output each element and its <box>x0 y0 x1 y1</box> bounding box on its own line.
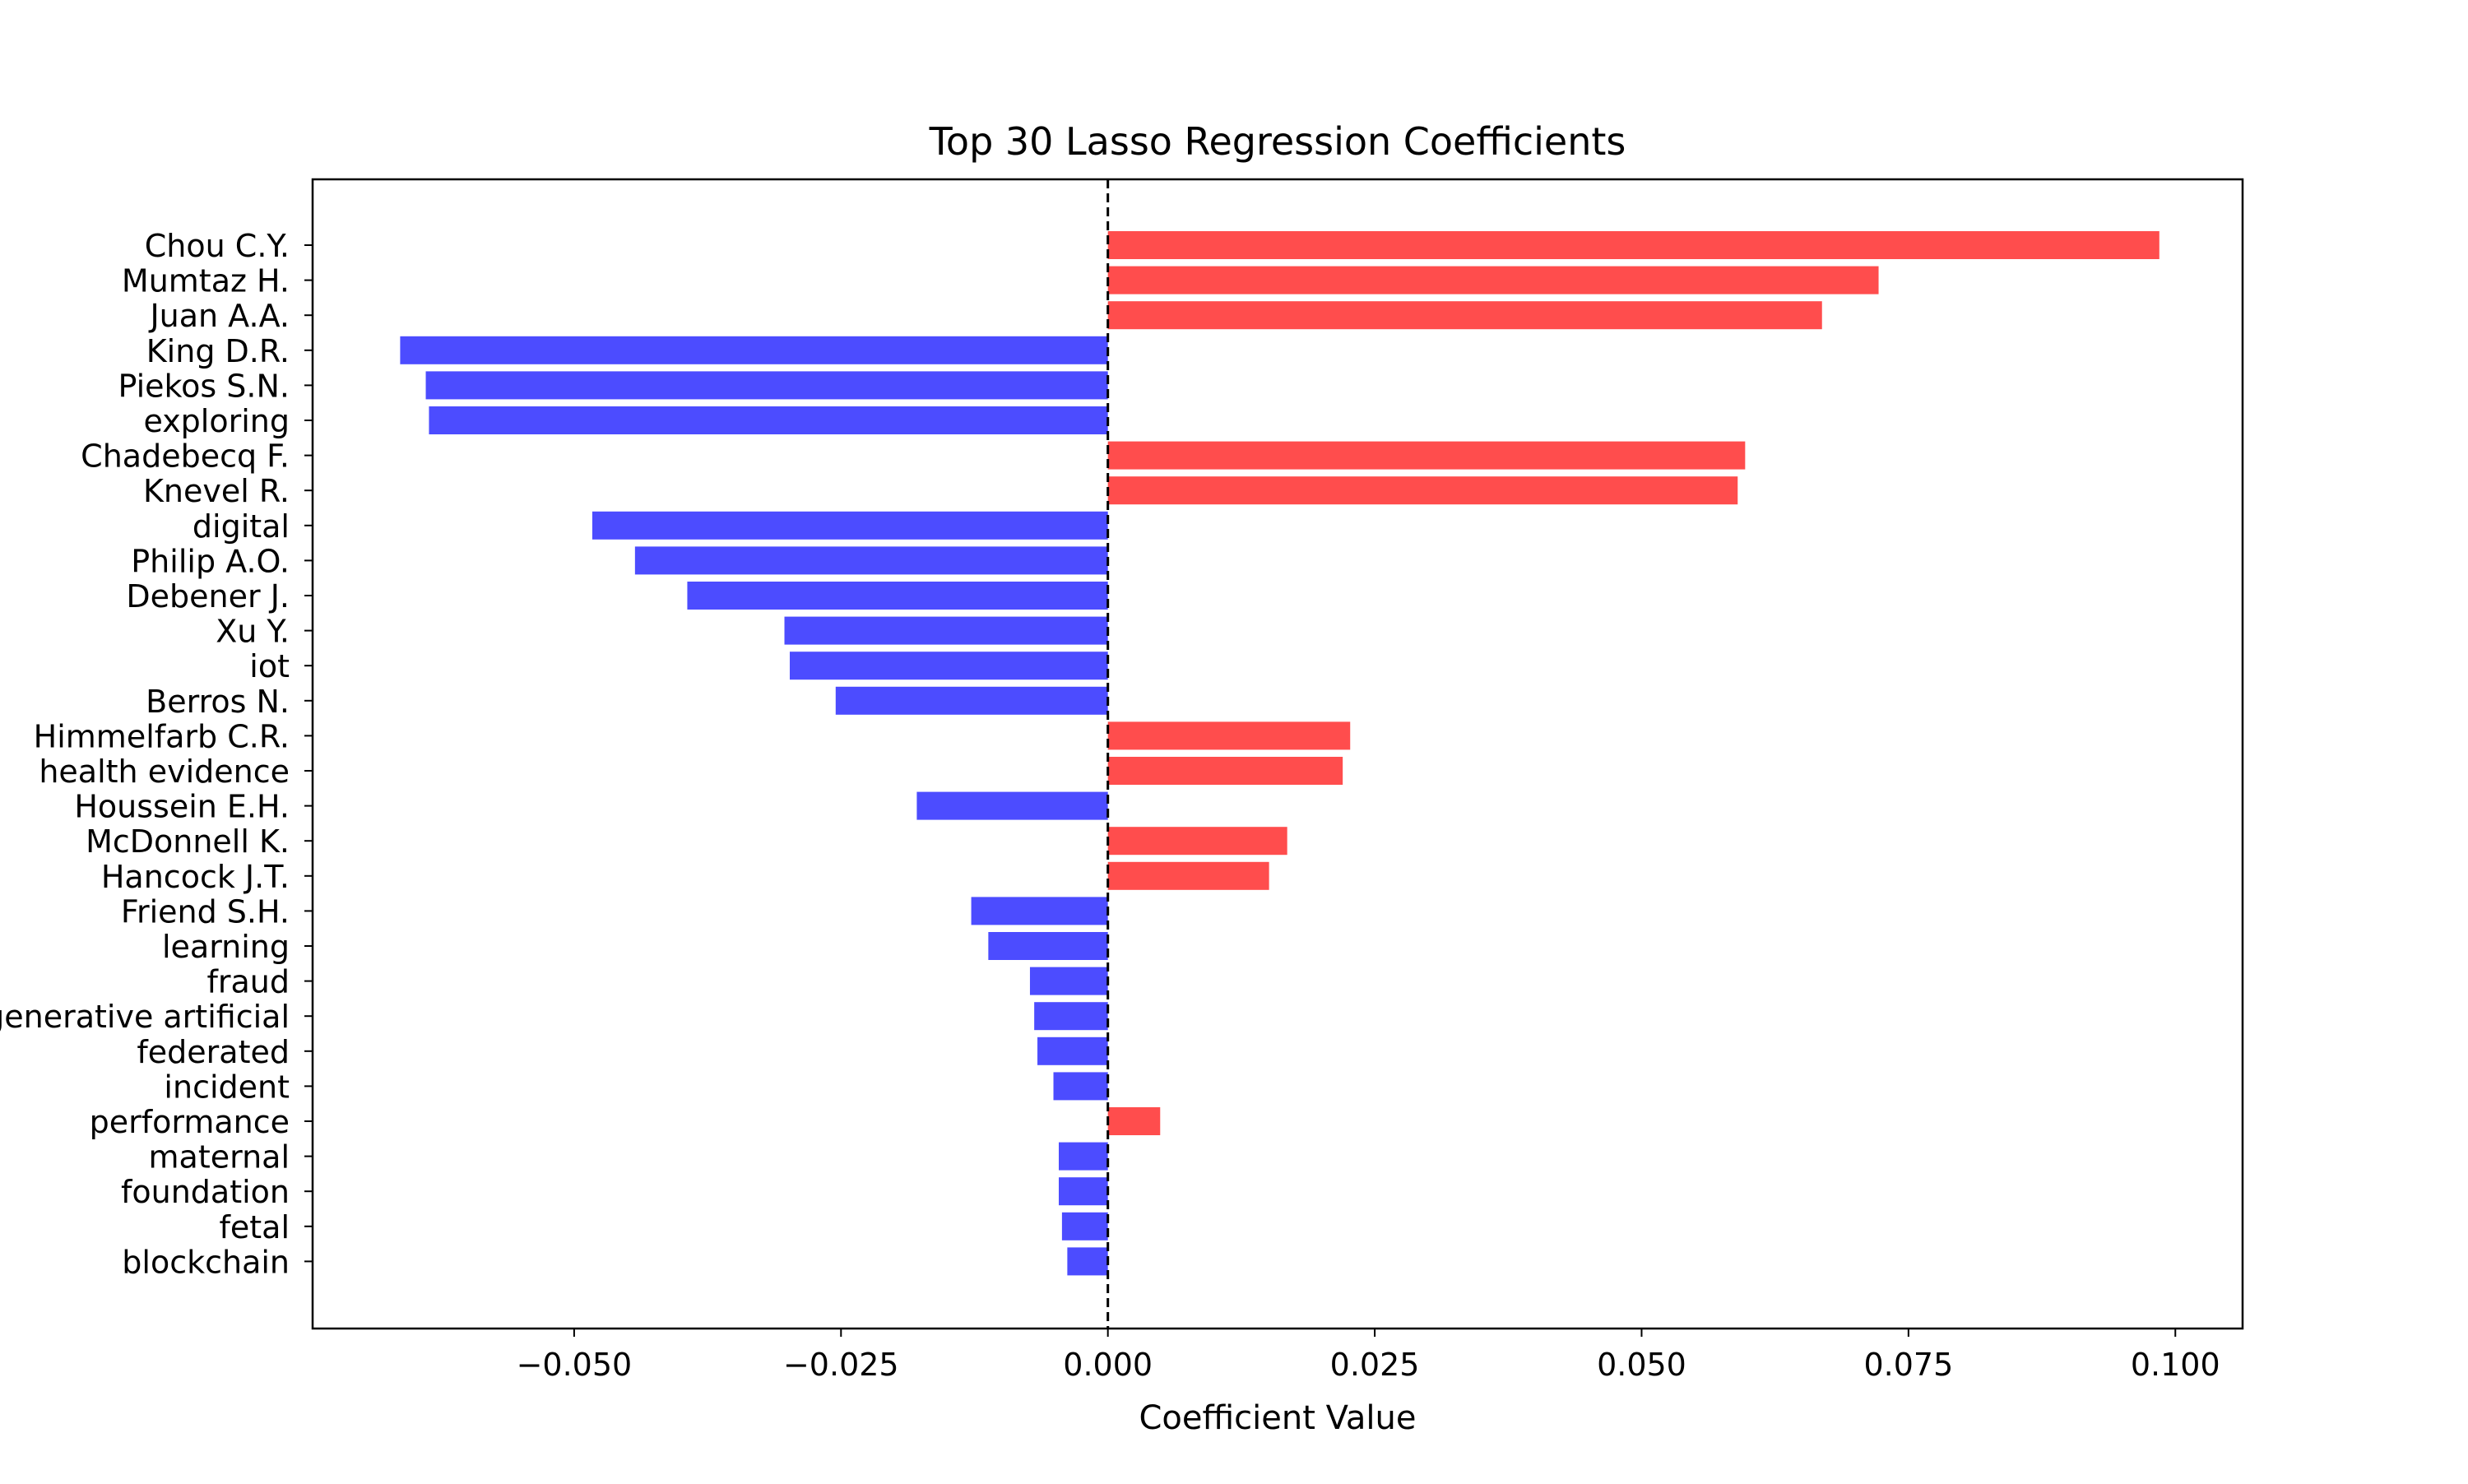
y-axis: Chou C.Y.Mumtaz H.Juan A.A.King D.R.Piek… <box>0 228 313 1280</box>
y-tick-label: fraud <box>207 964 290 1000</box>
y-tick-label: Chadebecq F. <box>81 438 290 475</box>
y-tick-label: Chou C.Y. <box>145 228 290 264</box>
bars-group <box>400 231 2160 1276</box>
bar-maternal <box>1058 1142 1108 1171</box>
bar-generative-artificial <box>1034 1002 1108 1031</box>
bar-digital <box>591 511 1108 540</box>
bar-himmelfarb-c-r <box>1107 721 1351 750</box>
x-axis-label: Coefficient Value <box>1139 1399 1417 1437</box>
bar-friend-s-h <box>971 897 1108 925</box>
y-tick-label: King D.R. <box>146 333 290 369</box>
plot-frame <box>311 178 2244 1330</box>
bar-mumtaz-h <box>1107 266 1879 294</box>
y-tick-label: maternal <box>149 1139 290 1176</box>
bar-chou-c-y <box>1107 231 2160 259</box>
y-tick-label: Houssein E.H. <box>74 789 290 825</box>
y-tick-label: Hancock J.T. <box>101 859 290 895</box>
bar-philip-a-o <box>634 546 1108 575</box>
y-tick-label: Debener J. <box>126 578 290 614</box>
bar-king-d-r <box>400 336 1108 364</box>
bar-berros-n <box>835 686 1108 715</box>
y-tick-label: Knevel R. <box>143 473 290 509</box>
bar-fraud <box>1029 967 1108 995</box>
bar-hancock-j-t <box>1107 861 1269 890</box>
bar-federated <box>1037 1036 1108 1065</box>
bar-performance <box>1107 1107 1161 1135</box>
bar-exploring <box>429 406 1108 434</box>
y-tick-label: McDonnell K. <box>86 823 290 860</box>
x-tick-label: 0.000 <box>1063 1347 1153 1383</box>
y-tick-label: digital <box>193 508 290 545</box>
x-tick-label: −0.025 <box>783 1347 899 1383</box>
bar-debener-j <box>687 582 1108 610</box>
chart-title: Top 30 Lasso Regression Coefficients <box>929 119 1626 164</box>
bar-learning <box>988 932 1108 960</box>
bar-iot <box>790 652 1108 680</box>
y-tick-label: Xu Y. <box>216 614 290 650</box>
y-tick-label: federated <box>137 1034 290 1070</box>
bar-juan-a-a <box>1107 301 1822 330</box>
x-axis: −0.050 −0.025 0.000 0.025 0.050 0.075 0.100 <box>517 1329 2220 1383</box>
bar-health-evidence <box>1107 757 1343 785</box>
bar-foundation <box>1058 1177 1108 1206</box>
y-tick-label: Mumtaz H. <box>122 263 290 299</box>
bar-blockchain <box>1067 1247 1108 1276</box>
bar-mcdonnell-k <box>1107 827 1287 856</box>
x-tick-label: 0.075 <box>1863 1347 1953 1383</box>
bar-houssein-e-h <box>916 791 1108 820</box>
x-tick-label: 0.025 <box>1330 1347 1420 1383</box>
bar-xu-y <box>784 616 1108 645</box>
y-tick-label: learning <box>162 929 290 965</box>
y-tick-label: foundation <box>121 1174 290 1210</box>
y-tick-label: Piekos S.N. <box>118 368 290 404</box>
x-tick-label: −0.050 <box>517 1347 633 1383</box>
y-tick-label: blockchain <box>122 1244 290 1280</box>
bar-chadebecq-f <box>1107 441 1746 470</box>
y-tick-label: iot <box>249 648 290 684</box>
y-tick-label: health evidence <box>39 754 290 790</box>
y-tick-label: Himmelfarb C.R. <box>34 718 290 754</box>
y-tick-label: exploring <box>143 403 290 439</box>
y-tick-label: Philip A.O. <box>131 543 290 579</box>
y-tick-label: incident <box>164 1069 290 1105</box>
x-tick-label: 0.050 <box>1597 1347 1686 1383</box>
y-tick-label: Berros N. <box>146 684 290 720</box>
y-tick-label: generative artificial <box>0 999 290 1035</box>
x-tick-label: 0.100 <box>2131 1347 2220 1383</box>
bar-fetal <box>1061 1212 1108 1241</box>
y-tick-label: Friend S.H. <box>121 893 290 930</box>
bar-incident <box>1053 1072 1108 1101</box>
y-tick-label: performance <box>90 1104 290 1140</box>
bar-knevel-r <box>1107 476 1738 505</box>
y-tick-label: Juan A.A. <box>148 298 290 334</box>
bar-piekos-s-n <box>425 371 1108 400</box>
y-tick-label: fetal <box>220 1209 290 1245</box>
